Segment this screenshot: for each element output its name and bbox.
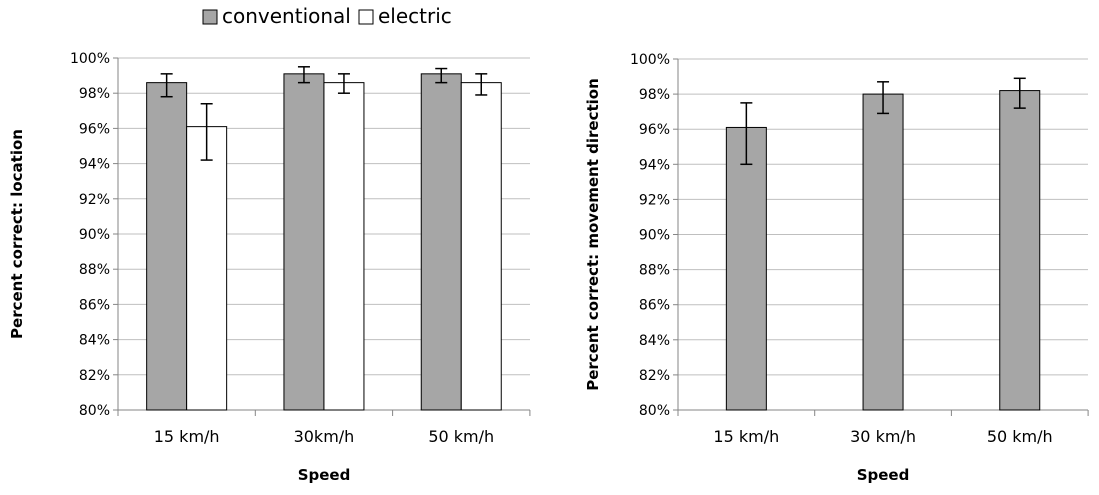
y-tick-label: 82% <box>79 368 110 384</box>
legend-swatch-1 <box>202 9 218 25</box>
chart-2: 80% 82% 84% 86% 88% 90% 92% 94% 96% 98% 100% 15 km/… <box>584 52 1089 484</box>
y-tick-label: 82% <box>639 368 670 384</box>
y-tick-label: 94% <box>639 157 670 173</box>
y-tick-label: 86% <box>639 298 670 314</box>
y-tick-label: 100% <box>630 52 670 68</box>
bar <box>460 82 502 411</box>
y-tick-label: 86% <box>79 297 110 313</box>
x-tick-label: 15 km/h <box>154 427 220 446</box>
bar <box>146 82 188 411</box>
bar <box>323 82 365 411</box>
x-tick-label: 50 km/h <box>428 427 494 446</box>
y-tick-label: 88% <box>639 263 670 279</box>
x-tick-label: 30 km/h <box>850 427 916 446</box>
y-tick-label: 90% <box>79 227 110 243</box>
bar <box>186 126 228 411</box>
x-axis-title: Speed <box>857 466 910 484</box>
x-tick-label: 50 km/h <box>987 427 1053 446</box>
legend-swatch-2 <box>358 9 374 25</box>
y-tick-label: 80% <box>639 403 670 419</box>
y-tick-label: 84% <box>79 333 110 349</box>
x-tick-label: 15 km/h <box>713 427 779 446</box>
chart-1: 80% 82% 84% 86% 88% 90% 92% 94% 96% 98% 100% 15 km/… <box>8 51 531 484</box>
y-tick-label: 92% <box>639 192 670 208</box>
y-tick-label: 92% <box>79 192 110 208</box>
y-tick-label: 100% <box>70 51 110 67</box>
y-tick-label: 84% <box>639 333 670 349</box>
y-axis-title: Percent correct: movement direction <box>584 78 602 391</box>
bar <box>283 73 325 411</box>
y-tick-label: 96% <box>79 121 110 137</box>
y-tick-label: 90% <box>639 228 670 244</box>
y-tick-label: 98% <box>639 87 670 103</box>
y-tick-label: 88% <box>79 262 110 278</box>
bar <box>999 90 1041 411</box>
legend-label-1: conventional <box>222 4 351 28</box>
bar <box>862 93 904 411</box>
bar <box>725 126 767 411</box>
y-tick-label: 96% <box>639 122 670 138</box>
y-tick-label: 80% <box>79 403 110 419</box>
y-tick-label: 94% <box>79 157 110 173</box>
x-axis-title: Speed <box>298 466 351 484</box>
y-axis-title: Percent correct: location <box>8 129 26 339</box>
legend-label-2: electric <box>378 4 452 28</box>
x-tick-label: 30km/h <box>294 427 355 446</box>
bar <box>420 73 462 411</box>
y-tick-label: 98% <box>79 86 110 102</box>
